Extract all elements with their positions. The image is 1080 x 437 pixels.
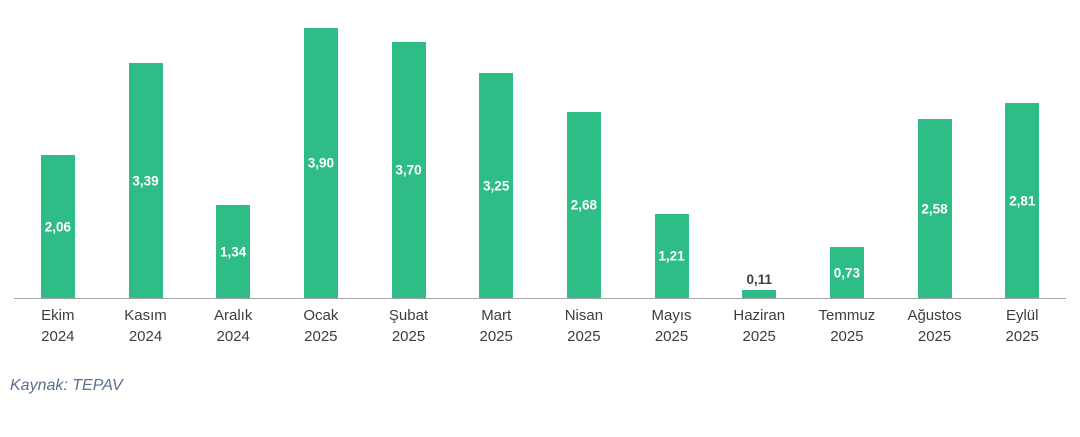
bar-value-label: 2,68 [570,197,597,213]
bar-column: 2,58 [891,119,979,298]
x-axis-label: Mart 2025 [452,305,540,347]
x-axis-label-year: 2025 [304,328,338,345]
bar-value-label: 3,39 [132,173,159,188]
source-note: Kaynak: TEPAV [10,377,123,394]
x-axis-label: Ekim 2024 [14,305,102,347]
x-axis-label-month: Şubat [388,307,429,324]
bar-column: 1,34 [189,205,277,298]
bar: 2,58 [917,119,952,298]
x-axis-label-month: Eylül [1005,307,1039,324]
bar-column: 0,73 [803,247,891,298]
bar: 2,68 [566,112,601,298]
x-axis-label-month: Temmuz [818,307,876,324]
bar-chart: 2,06 3,39 1,34 3,90 3,70 3,25 2,68 1,21 0,11 0,73… [14,20,1066,347]
bar-value-label: 3,90 [307,155,334,171]
x-axis-label: Nisan 2025 [540,305,628,347]
x-axis-label-month: Mayıs [651,307,692,324]
bar-value-label: 3,25 [483,178,510,193]
x-axis-label-month: Mart [481,307,512,324]
x-axis-label-year: 2025 [742,328,776,345]
bar-value-label: 0,11 [746,272,772,287]
x-axis-label: Haziran 2025 [715,305,803,347]
x-axis-label-year: 2025 [654,328,689,345]
bar: 2,06 [40,155,75,298]
x-axis-label-year: 2024 [41,328,75,345]
bar: 3,25 [479,73,514,298]
bar-value-label: 2,06 [44,219,71,234]
x-axis-label: Ağustos 2025 [891,305,979,347]
bar: 3,39 [128,63,163,298]
x-axis-label-year: 2025 [479,328,513,345]
x-axis-label-month: Kasım [124,307,167,324]
x-axis-label-month: Ekim [41,307,75,324]
x-axis-label-year: 2025 [1005,328,1039,345]
x-axis-label-year: 2024 [128,328,163,345]
bar: 1,21 [654,214,689,298]
bar: 2,81 [1005,103,1040,298]
bar: 0,73 [829,247,864,298]
x-axis-label-year: 2024 [216,328,250,345]
plot-area: 2,06 3,39 1,34 3,90 3,70 3,25 2,68 1,21 0,11 0,73… [14,20,1066,299]
bar-column: 1,21 [628,214,716,298]
x-axis-label-year: 2025 [917,328,952,345]
x-axis-label-month: Nisan [564,307,604,324]
x-axis-label: Eylül 2025 [978,305,1066,347]
x-axis-label: Mayıs 2025 [628,305,716,347]
bar-value-label: 1,21 [658,248,685,264]
bar-value-label: 0,73 [833,265,861,280]
x-axis-label-year: 2025 [391,328,426,345]
bar-column: 3,39 [102,63,190,298]
bar-column: 3,90 [277,28,365,298]
bar-column: 3,25 [452,73,540,298]
x-axis-label: Temmuz 2025 [803,305,891,347]
x-axis-label-month: Ocak [303,307,339,324]
bar-column: 3,70 [365,42,453,298]
bar-value-label: 3,70 [395,162,422,178]
x-axis-label: Kasım 2024 [102,305,190,347]
x-axis-label-year: 2025 [567,328,601,345]
bar: 3,90 [303,28,338,298]
bar-column: 2,06 [14,155,102,298]
bar-value-label: 2,81 [1009,193,1036,208]
bar-value-label: 1,34 [220,244,247,259]
bar: 0,11 [742,272,777,298]
bar-column: 2,81 [978,103,1066,298]
bar: 3,70 [391,42,426,298]
x-axis-labels: Ekim 2024 Kasım 2024 Aralık 2024 Ocak 2025 Şubat… [14,305,1066,347]
x-axis-label-month: Aralık [214,307,253,324]
x-axis-label-month: Ağustos [907,307,962,324]
bar-value-label: 2,58 [921,201,948,216]
x-axis-label-month: Haziran [733,307,786,324]
bar-column: 2,68 [540,112,628,298]
x-axis-label: Ocak 2025 [277,305,365,347]
x-axis-label: Şubat 2025 [365,305,453,347]
x-axis-label-year: 2025 [830,328,864,345]
bar-column: 0,11 [715,272,803,298]
x-axis-label: Aralık 2024 [189,305,277,347]
bar: 1,34 [216,205,251,298]
